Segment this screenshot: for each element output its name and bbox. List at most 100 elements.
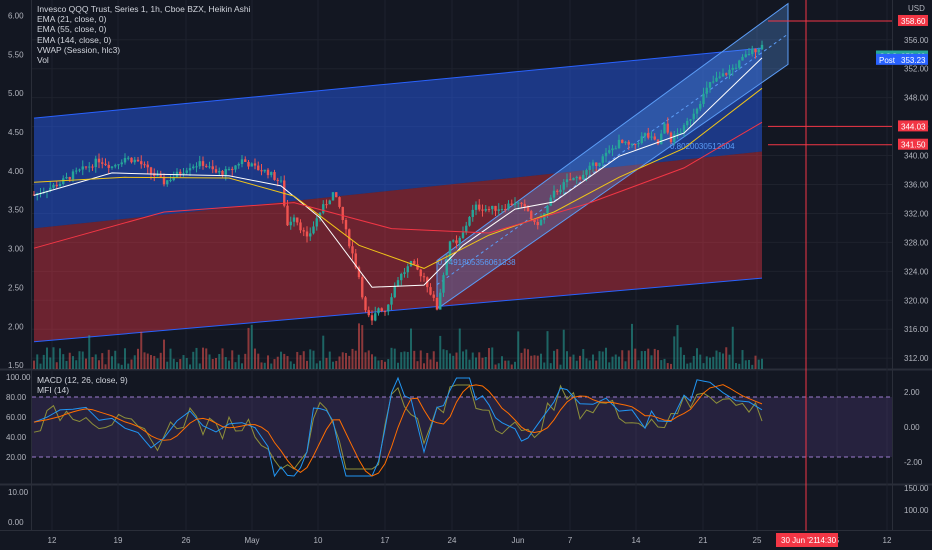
time-tick-label: 12	[48, 536, 57, 545]
volume-bar	[494, 364, 497, 369]
candle-body	[390, 297, 393, 305]
volume-bar	[312, 350, 315, 369]
candle-body	[195, 166, 198, 168]
volume-bar	[189, 364, 191, 369]
candle-body	[361, 277, 364, 298]
volume-bar	[725, 347, 728, 369]
candle-body	[400, 273, 403, 281]
candle-body	[601, 156, 604, 163]
volume-bar	[738, 363, 741, 369]
volume-bar	[91, 357, 94, 369]
volume-bar	[59, 348, 61, 369]
candle-body	[208, 166, 211, 168]
candle-body	[656, 139, 660, 145]
candle-body	[312, 226, 315, 234]
volume-bar	[65, 360, 68, 369]
candle-body	[387, 304, 390, 312]
candle-body	[227, 168, 231, 170]
volume-bar	[423, 363, 425, 369]
volume-bar	[712, 356, 715, 369]
candle-body	[62, 178, 65, 185]
candle-body	[608, 150, 611, 153]
volume-bar	[696, 348, 698, 369]
volume-bar	[572, 354, 575, 369]
volume-bar	[540, 353, 542, 369]
volume-bar	[475, 357, 477, 369]
candle-body	[604, 152, 608, 157]
candle-body	[78, 169, 81, 171]
volume-bar	[46, 347, 48, 369]
volume-bar	[582, 349, 585, 369]
volume-bar	[169, 348, 172, 369]
volume-bar	[127, 363, 130, 369]
candle-body	[595, 162, 598, 167]
volume-bar	[562, 329, 565, 369]
volume-bar	[202, 347, 204, 369]
candle-body	[276, 179, 279, 181]
volume-bar	[644, 351, 646, 369]
left-tick-label: 2.50	[8, 283, 24, 292]
volume-bar	[208, 354, 211, 369]
legend-title[interactable]: Invesco QQQ Trust, Series 1, 1h, Cboe BZ…	[37, 4, 251, 14]
volume-bar	[140, 331, 143, 369]
candle-body	[68, 177, 71, 180]
legend-ema55[interactable]: EMA (55, close, 0)	[37, 24, 107, 35]
volume-bar	[273, 359, 276, 369]
price-tick-label: 356.00	[904, 36, 929, 45]
candle-body	[585, 170, 588, 175]
volume-bar	[367, 350, 370, 369]
volume-bar	[293, 363, 295, 369]
candle-body	[133, 159, 136, 163]
candle-body	[643, 133, 647, 137]
candle-body	[263, 169, 266, 172]
mfi-line	[33, 384, 763, 470]
candle-body	[500, 209, 504, 211]
legend-mfi[interactable]: MFI (14)	[37, 385, 70, 395]
volume-bar	[185, 357, 188, 369]
volume-bar	[114, 350, 117, 369]
volume-bar	[182, 355, 185, 369]
legend-vwap[interactable]: VWAP (Session, hlc3)	[37, 44, 121, 55]
volume-bar	[247, 327, 250, 369]
candle-body	[702, 93, 705, 104]
volume-bar	[543, 362, 546, 369]
candle-body	[169, 180, 172, 182]
legend-vol[interactable]: Vol	[37, 55, 49, 66]
candle-body	[692, 113, 695, 120]
legend-ema21[interactable]: EMA (21, close, 0)	[37, 14, 107, 25]
candle-body	[403, 272, 406, 274]
candle-body	[598, 162, 601, 167]
candle-body	[679, 132, 682, 134]
ema144-line	[33, 121, 763, 249]
candle-body	[335, 192, 338, 198]
volume-bar	[400, 352, 403, 369]
candle-body	[637, 143, 640, 145]
volume-bar	[62, 354, 65, 369]
volume-bar	[198, 363, 201, 369]
volume-bar	[660, 360, 663, 369]
volume-bar	[39, 363, 42, 369]
volume-bar	[735, 363, 737, 369]
candle-body	[289, 221, 292, 226]
candle-body	[221, 170, 224, 175]
candle-body	[452, 240, 455, 242]
candle-body	[741, 56, 744, 61]
volume-bar	[172, 358, 175, 369]
candle-body	[497, 209, 500, 211]
legend-ema144[interactable]: EMA (144, close, 0)	[37, 34, 112, 45]
volume-bar	[120, 364, 123, 369]
candle-body	[429, 287, 432, 295]
candle-body	[377, 308, 380, 314]
price-tag	[898, 138, 928, 150]
candle-body	[549, 197, 552, 206]
candle-body	[367, 310, 370, 316]
bottom-left-tick: 0.00	[8, 518, 24, 527]
candle-body	[708, 82, 712, 88]
candle-body	[504, 209, 507, 211]
volume-bar	[221, 348, 224, 369]
volume-bar	[722, 353, 724, 369]
candle-body	[162, 176, 166, 185]
volume-bar	[380, 360, 383, 369]
legend-macd[interactable]: MACD (12, 26, close, 9)	[37, 375, 128, 385]
